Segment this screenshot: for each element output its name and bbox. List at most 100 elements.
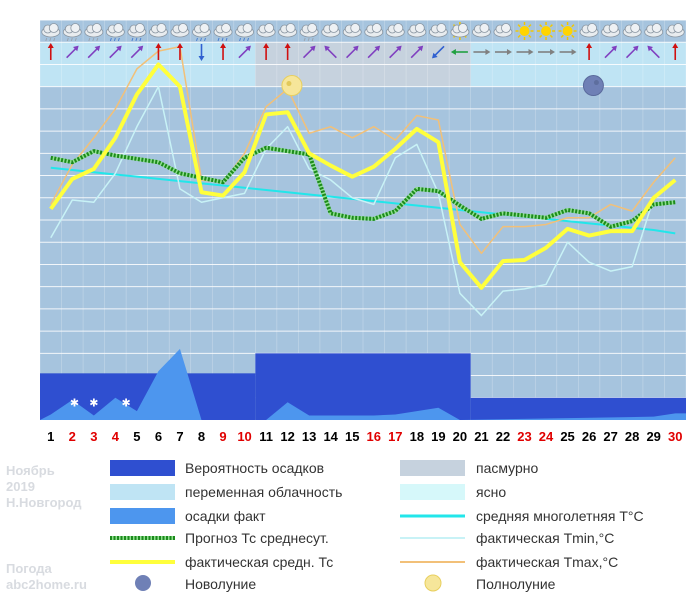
x-tick-label: 7 bbox=[176, 429, 183, 444]
cloud-rain-icon bbox=[235, 23, 254, 42]
wind-arrow-icon bbox=[647, 45, 660, 59]
precip-drop bbox=[70, 37, 73, 42]
wind-arrow-icon bbox=[324, 45, 337, 59]
wind-arrow-icon bbox=[410, 45, 424, 59]
sun-ray bbox=[549, 24, 553, 28]
cloud-icon bbox=[428, 23, 448, 38]
wind-arrow-icon bbox=[176, 43, 183, 60]
side-caption: Ноябрь 2019 Н.Новгород bbox=[6, 463, 81, 511]
sun-icon bbox=[515, 22, 534, 40]
wind-arrow-icon bbox=[238, 45, 251, 59]
y-tick-label: 6 bbox=[23, 102, 30, 117]
sun-ray bbox=[517, 34, 521, 38]
new-moon-crater bbox=[593, 80, 599, 86]
x-tick-label: 1 bbox=[47, 429, 54, 444]
wind-arrow-shaft bbox=[302, 47, 314, 59]
wind-arrow-icon bbox=[47, 43, 54, 60]
precip-drop bbox=[66, 37, 69, 42]
wind-arrow-shaft bbox=[648, 47, 660, 59]
cloud-puff bbox=[350, 23, 361, 33]
wind-arrow-icon bbox=[155, 43, 162, 60]
wind-arrow-head bbox=[647, 45, 653, 52]
legend-swatch-overcast bbox=[400, 460, 465, 476]
precip-drop bbox=[113, 37, 116, 42]
wind-arrow-head bbox=[116, 45, 122, 52]
precip-drop bbox=[200, 37, 202, 42]
x-tick-label: 19 bbox=[431, 429, 445, 444]
cloud-rain-icon bbox=[127, 23, 147, 42]
full-moon-icon bbox=[281, 75, 303, 97]
snowflake-icon: ✱ bbox=[89, 397, 98, 410]
precip-drop bbox=[204, 37, 206, 42]
wind-arrow-head bbox=[94, 45, 101, 52]
legend-clear-label: ясно bbox=[476, 484, 507, 500]
legend-new-moon-icon bbox=[135, 575, 151, 591]
y-tick-label: 14° bbox=[10, 13, 30, 28]
cloud-puff bbox=[414, 23, 425, 33]
wind-arrow-shaft bbox=[87, 47, 99, 59]
precip-drop bbox=[239, 37, 242, 42]
precip-drop bbox=[135, 37, 138, 42]
cloud-icon bbox=[170, 23, 190, 38]
cloud-puff bbox=[457, 23, 468, 33]
precip-drop bbox=[139, 37, 142, 42]
legend-actual-max-label: фактическая Tmax,°C bbox=[476, 554, 619, 570]
cloud-puff bbox=[285, 23, 296, 33]
wind-arrow-icon bbox=[473, 49, 491, 55]
sun-icon bbox=[558, 22, 577, 40]
site-url: abc2home.ru bbox=[6, 577, 87, 592]
x-axis-labels: 1 2 3 4 5 6 7 8 9 10 11 12 13 14 15 16 17 18 19 20 21 22 23 24 2… bbox=[47, 429, 682, 444]
sun-ray bbox=[539, 34, 543, 38]
legend-swatch-precip-prob bbox=[110, 460, 175, 476]
precip-drop bbox=[109, 37, 112, 42]
cloud-icon bbox=[256, 23, 276, 38]
wind-arrow-icon bbox=[302, 45, 316, 59]
wind-arrow-icon bbox=[109, 45, 122, 59]
y-tick-label: -10 bbox=[11, 280, 30, 295]
cloud-icon bbox=[601, 23, 621, 38]
cloud-icon bbox=[385, 23, 405, 38]
wind-arrow-shaft bbox=[604, 47, 616, 59]
wind-arrow-icon bbox=[389, 45, 402, 59]
wind-arrow-shaft bbox=[130, 47, 142, 59]
cloud-puff bbox=[178, 23, 188, 33]
wind-arrow-head bbox=[47, 43, 54, 48]
cloud-puff bbox=[70, 23, 81, 33]
sun-disc bbox=[562, 26, 573, 36]
y-tick-label: 4 bbox=[23, 124, 30, 139]
cloud-icon bbox=[321, 23, 341, 38]
wind-arrow-icon bbox=[263, 43, 270, 60]
cloud-icon bbox=[644, 23, 664, 38]
cloud-puff bbox=[630, 23, 641, 33]
y-tick-label: 0 bbox=[23, 169, 30, 184]
legend-actual-min-label: фактическая Tmin,°C bbox=[476, 530, 615, 546]
y-tick-label: -12 bbox=[11, 302, 30, 317]
cloud-puff bbox=[371, 23, 382, 33]
wind-arrow-head bbox=[155, 43, 162, 48]
x-tick-label: 29 bbox=[646, 429, 660, 444]
wind-arrow-head bbox=[528, 49, 534, 55]
precip-drop bbox=[221, 37, 224, 42]
sun-ray bbox=[571, 34, 575, 38]
x-tick-label: 22 bbox=[496, 429, 510, 444]
cloud-puff bbox=[673, 23, 684, 33]
weather-icons-row bbox=[41, 22, 685, 42]
x-tick-label: 15 bbox=[345, 429, 359, 444]
y-tick-label: -18 bbox=[11, 369, 30, 384]
legend-precip-fact-label: осадки факт bbox=[185, 508, 266, 524]
wind-arrow-head bbox=[550, 49, 556, 55]
series-line-actual_mean bbox=[49, 62, 677, 290]
y-tick-label: -16 bbox=[11, 346, 30, 361]
wind-arrow-head bbox=[672, 43, 679, 48]
x-tick-label: 11 bbox=[259, 429, 273, 444]
temperature-series bbox=[49, 45, 677, 317]
cloud-rain-icon bbox=[213, 23, 233, 42]
wind-arrow-head bbox=[632, 45, 639, 52]
cloud-icon bbox=[364, 23, 384, 38]
x-tick-label: 16 bbox=[367, 429, 381, 444]
sun-ray bbox=[528, 34, 532, 38]
wind-arrow-head bbox=[176, 43, 183, 48]
wind-arrow-head bbox=[374, 45, 381, 52]
legend-full-moon-icon bbox=[424, 574, 442, 592]
precip-drop bbox=[96, 37, 99, 42]
